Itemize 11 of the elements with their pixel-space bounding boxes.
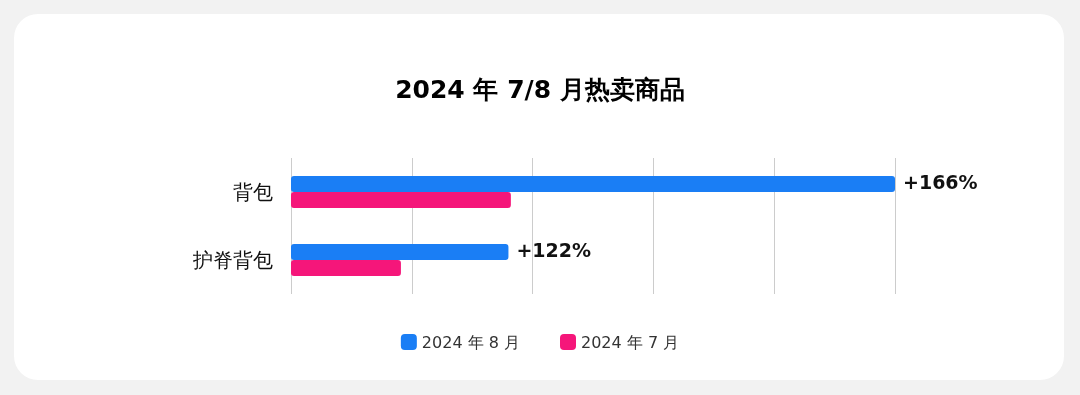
legend-label: 2024 年 8 月 <box>421 332 520 352</box>
bar <box>291 244 509 260</box>
bar <box>291 176 895 192</box>
bar <box>291 192 511 208</box>
y-tick-label: 护脊背包 <box>192 248 273 272</box>
legend-label: 2024 年 7 月 <box>581 332 680 352</box>
y-tick-label: 背包 <box>233 180 273 204</box>
annotation: +122% <box>516 239 592 261</box>
annotation: +166% <box>903 171 978 193</box>
bar <box>291 260 401 276</box>
chart-title: 2024 年 7/8 月热卖商品 <box>395 75 685 104</box>
